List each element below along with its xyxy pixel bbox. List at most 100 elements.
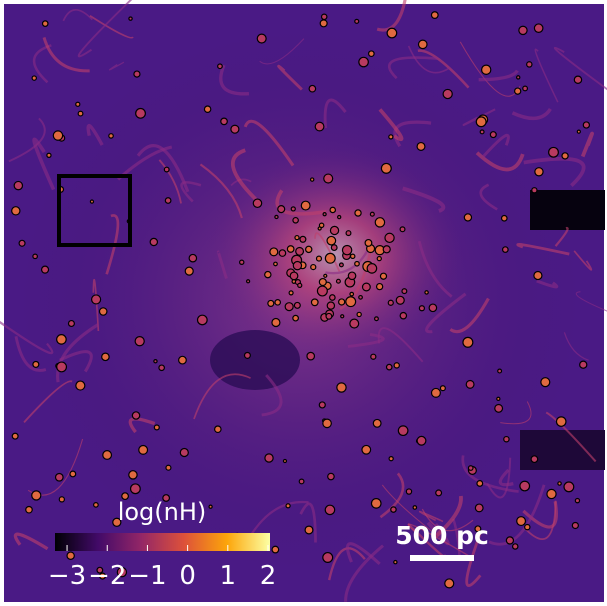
clump	[163, 166, 170, 173]
clump	[324, 504, 336, 516]
clump	[310, 263, 317, 271]
clump	[297, 282, 303, 289]
clump	[375, 282, 384, 291]
clump	[322, 418, 332, 429]
filament	[376, 0, 407, 32]
clump	[178, 355, 187, 365]
clump	[138, 444, 149, 455]
filament	[563, 332, 589, 361]
clump	[386, 27, 398, 39]
clump	[393, 559, 398, 565]
clump	[245, 279, 251, 284]
clump	[382, 245, 391, 254]
clump	[101, 352, 110, 362]
clump	[230, 124, 240, 134]
filament	[500, 401, 532, 425]
clump	[32, 360, 40, 368]
zoom-box	[57, 174, 132, 247]
clump	[56, 361, 68, 373]
filament	[277, 64, 303, 91]
clump	[96, 566, 104, 574]
clump	[11, 432, 19, 440]
filament	[199, 163, 243, 219]
clump	[533, 270, 543, 281]
filament	[488, 484, 546, 546]
clump	[67, 319, 75, 328]
clump	[501, 246, 509, 253]
clump	[203, 105, 212, 113]
clump	[399, 226, 406, 233]
void	[520, 430, 605, 470]
filament	[381, 484, 434, 533]
filament	[425, 292, 467, 334]
clump	[370, 498, 382, 509]
clump	[379, 272, 388, 280]
clump	[514, 87, 522, 95]
filament	[314, 232, 341, 272]
clump	[374, 316, 379, 322]
clump	[278, 249, 287, 257]
clump	[56, 334, 67, 345]
clump	[475, 116, 487, 128]
filament	[407, 45, 451, 74]
clump	[77, 110, 84, 117]
clump	[330, 244, 338, 252]
filament	[32, 137, 56, 191]
clump	[340, 314, 345, 319]
clump	[75, 380, 86, 391]
clump	[401, 288, 408, 295]
clump	[476, 480, 484, 487]
clump	[282, 458, 288, 464]
clump	[290, 206, 296, 212]
clump	[531, 187, 538, 194]
scale-bar	[410, 555, 474, 561]
clump	[345, 230, 352, 237]
filament	[553, 47, 607, 91]
clump	[286, 245, 295, 253]
filament	[243, 119, 295, 167]
clump	[494, 403, 504, 413]
clump	[467, 465, 474, 471]
clump	[294, 234, 300, 241]
clump	[243, 351, 251, 359]
filament	[89, 15, 134, 39]
clump	[444, 578, 455, 589]
clump	[102, 450, 113, 460]
filament	[545, 411, 597, 463]
filament	[378, 108, 404, 142]
clump	[369, 211, 375, 217]
clump	[271, 317, 281, 328]
clump	[534, 167, 544, 177]
filament	[417, 240, 453, 298]
clump	[164, 197, 172, 204]
clump	[522, 85, 529, 92]
clump	[153, 359, 158, 364]
clump	[214, 425, 222, 434]
clump	[563, 481, 575, 493]
clump	[496, 396, 501, 401]
clump	[98, 307, 108, 316]
clump	[153, 424, 160, 431]
clump	[108, 133, 114, 139]
clump	[66, 551, 75, 560]
clump	[337, 214, 342, 220]
clump	[463, 213, 473, 222]
clump	[31, 75, 37, 81]
filament	[109, 61, 125, 71]
clump	[374, 217, 386, 228]
filament	[323, 98, 347, 129]
clump	[75, 101, 81, 107]
clump	[349, 291, 355, 297]
filament	[462, 108, 496, 126]
clump	[540, 377, 551, 388]
clump	[430, 387, 441, 398]
clump	[319, 19, 328, 28]
clump	[497, 368, 503, 374]
void	[210, 330, 300, 390]
clump	[442, 88, 453, 100]
clump	[69, 470, 77, 478]
filament	[449, 297, 490, 334]
clump	[574, 497, 581, 504]
clump	[329, 225, 340, 236]
clump	[354, 209, 362, 217]
